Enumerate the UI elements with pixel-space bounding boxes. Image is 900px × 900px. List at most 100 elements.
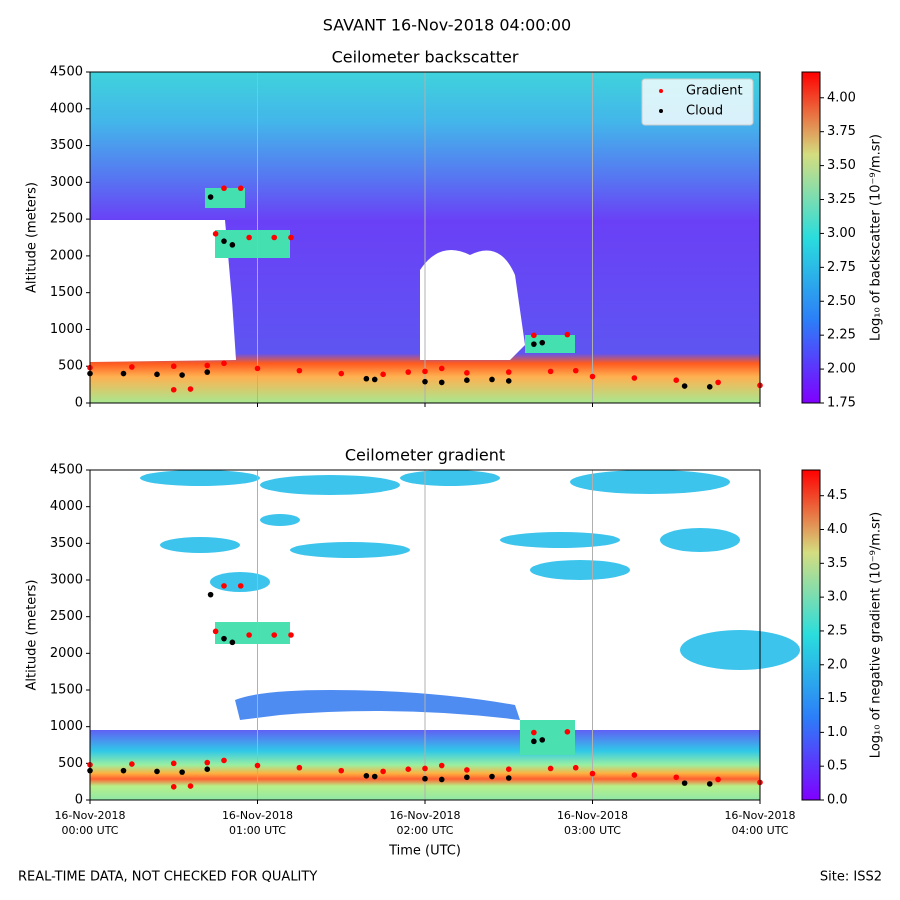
footer-note: REAL-TIME DATA, NOT CHECKED FOR QUALITY bbox=[18, 870, 317, 885]
axes-frame bbox=[89, 71, 761, 404]
data-point bbox=[547, 368, 554, 375]
data-point bbox=[438, 379, 445, 386]
colorbar-tick-label: 2.5 bbox=[827, 623, 848, 638]
data-point bbox=[405, 369, 412, 375]
data-point bbox=[531, 332, 537, 339]
colorbar bbox=[801, 71, 821, 404]
data-point bbox=[505, 378, 512, 384]
colorbar-tick-label: 2.25 bbox=[827, 328, 856, 343]
x-tick-label-line: 04:00 UTC bbox=[731, 824, 788, 837]
data-point bbox=[212, 628, 219, 635]
gradient-patch bbox=[260, 475, 400, 495]
axes-title: Ceilometer backscatter bbox=[332, 48, 519, 67]
data-point bbox=[271, 632, 278, 638]
colorbar bbox=[801, 469, 821, 801]
data-point bbox=[229, 242, 236, 248]
gradient-patch bbox=[235, 690, 520, 720]
colorbar-tick-label: 4.0 bbox=[827, 522, 848, 537]
data-point bbox=[706, 384, 713, 390]
data-point bbox=[464, 370, 470, 376]
gradient-patch bbox=[660, 528, 740, 552]
y-axis-label: Altitude (meters) bbox=[25, 580, 40, 691]
colorbar-tick-label: 2.0 bbox=[827, 657, 848, 672]
x-axis-label: Time (UTC) bbox=[388, 844, 461, 859]
data-point bbox=[589, 373, 596, 380]
data-point bbox=[531, 341, 537, 347]
data-point bbox=[422, 368, 428, 375]
data-point bbox=[154, 768, 160, 775]
data-point bbox=[254, 762, 261, 769]
data-point bbox=[363, 773, 370, 779]
gradient-patch bbox=[140, 470, 260, 486]
data-point bbox=[288, 632, 294, 638]
data-point bbox=[207, 194, 214, 200]
x-tick-label-line: 02:00 UTC bbox=[396, 824, 453, 837]
data-point bbox=[531, 729, 537, 736]
data-point bbox=[221, 635, 227, 642]
data-point bbox=[221, 185, 227, 192]
data-point bbox=[572, 764, 579, 771]
colorbar-tick-label: 3.50 bbox=[827, 158, 856, 173]
data-point bbox=[564, 729, 571, 735]
data-point bbox=[212, 231, 219, 237]
y-tick-label: 1000 bbox=[50, 322, 83, 337]
x-tick-label: 16-Nov-2018 04:00 UTC bbox=[724, 809, 795, 837]
gradient-patch bbox=[290, 542, 410, 558]
data-point bbox=[221, 360, 227, 367]
data-point bbox=[170, 363, 177, 370]
data-point bbox=[489, 773, 495, 780]
no-data-region bbox=[420, 250, 525, 360]
colorbar-tick-label: 1.75 bbox=[827, 396, 856, 411]
data-point bbox=[706, 781, 713, 787]
data-point bbox=[363, 375, 370, 382]
gradient-patch bbox=[260, 514, 300, 526]
data-point bbox=[154, 371, 160, 378]
data-point bbox=[207, 591, 214, 598]
data-point bbox=[489, 376, 495, 383]
data-point bbox=[380, 371, 386, 378]
data-point bbox=[505, 775, 512, 781]
x-tick-label-line: 16-Nov-2018 bbox=[724, 809, 795, 822]
cloud-patch bbox=[215, 230, 290, 258]
legend-box bbox=[641, 78, 754, 126]
gradient-patch bbox=[680, 630, 800, 670]
data-point bbox=[246, 234, 252, 241]
colorbar-tick-label: 3.0 bbox=[827, 590, 848, 605]
legend-label: Gradient bbox=[686, 84, 743, 99]
axes-frame bbox=[89, 469, 761, 801]
gradient-patch bbox=[160, 537, 240, 553]
data-point bbox=[539, 339, 546, 346]
colorbar-tick-label: 0.0 bbox=[827, 793, 848, 808]
colorbar-label: Log₁₀ of backscatter (10⁻⁹/m.sr) bbox=[869, 134, 884, 341]
data-point bbox=[120, 767, 127, 774]
data-point bbox=[204, 766, 211, 772]
data-point bbox=[338, 370, 345, 377]
data-point bbox=[505, 766, 512, 772]
data-point bbox=[371, 773, 378, 780]
gradient-patch bbox=[215, 622, 290, 644]
colorbar-tick-label: 0.5 bbox=[827, 759, 848, 774]
data-point bbox=[464, 767, 470, 773]
data-point bbox=[170, 386, 177, 393]
data-point bbox=[422, 775, 428, 782]
gradient-patch bbox=[520, 720, 575, 755]
y-tick-label: 2500 bbox=[50, 609, 83, 624]
data-point bbox=[229, 639, 236, 646]
data-point bbox=[170, 784, 177, 790]
data-point bbox=[715, 776, 721, 783]
y-tick-label: 3000 bbox=[50, 573, 83, 588]
colorbar-tick-label: 1.5 bbox=[827, 691, 848, 706]
data-point bbox=[572, 367, 579, 374]
y-tick-label: 1500 bbox=[50, 285, 83, 300]
no-data-region bbox=[90, 220, 236, 362]
colorbar-tick-label: 3.00 bbox=[827, 226, 856, 241]
y-tick-label: 4500 bbox=[50, 463, 83, 478]
x-tick-label: 16-Nov-2018 00:00 UTC bbox=[54, 809, 125, 837]
data-point bbox=[631, 772, 638, 778]
colorbar-tick-label: 2.00 bbox=[827, 362, 856, 377]
gradient-patch bbox=[210, 572, 270, 592]
data-point bbox=[673, 774, 680, 781]
cloud-patch bbox=[525, 335, 575, 353]
colorbar-label: Log₁₀ of negative gradient (10⁻⁹/m.sr) bbox=[869, 512, 884, 758]
data-point bbox=[187, 386, 194, 392]
